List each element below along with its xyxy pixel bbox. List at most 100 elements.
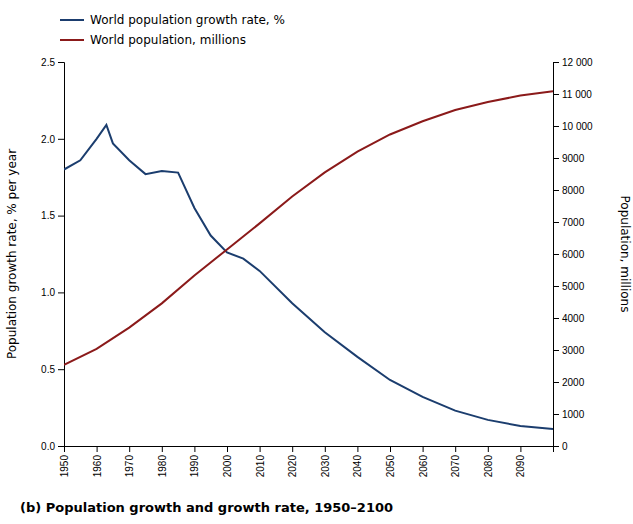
tick-label: 10 000 (562, 121, 593, 132)
tick-mark (553, 446, 559, 447)
tick-mark (488, 446, 489, 452)
series-line (64, 125, 553, 429)
tick-label: 1960 (92, 455, 103, 478)
tick: 0.0 (41, 441, 64, 452)
tick: 2.0 (41, 134, 64, 145)
tick: 5000 (553, 281, 585, 292)
tick-mark (227, 446, 228, 452)
tick-label: 0.5 (41, 364, 55, 375)
tick-label: 4000 (562, 313, 585, 324)
tick-mark (58, 369, 64, 370)
tick: 1.5 (41, 210, 64, 221)
y-axis-title: Population growth rate, % per year (5, 149, 19, 359)
axis-line (58, 63, 65, 447)
tick-mark (357, 446, 358, 452)
tick-label: 0.0 (41, 441, 55, 452)
tick-label: 2070 (450, 455, 461, 478)
tick-label: 2.0 (41, 134, 55, 145)
tick-label: 1980 (157, 455, 168, 478)
tick: 2010 (255, 446, 266, 477)
tick-label: 2090 (515, 455, 526, 478)
tick-label: 12 000 (562, 57, 593, 68)
tick-label: 2000 (562, 377, 585, 388)
tick: 2000 (553, 377, 585, 388)
tick-label: 1.5 (41, 210, 55, 221)
tick-label: 2020 (287, 455, 298, 478)
tick-mark (292, 446, 293, 452)
tick-label: 2010 (255, 455, 266, 478)
axis-line (554, 63, 560, 447)
tick: 2.5 (41, 57, 64, 68)
tick-label: 3000 (562, 345, 585, 356)
tick: 2050 (385, 446, 396, 477)
tick: 2060 (418, 446, 429, 477)
tick: 0 (553, 441, 568, 452)
tick-label: 1.0 (41, 287, 55, 298)
tick-mark (553, 158, 559, 159)
tick: 0.5 (41, 364, 64, 375)
tick-label: 7000 (562, 217, 585, 228)
tick-mark (553, 62, 559, 63)
tick-label: 1950 (59, 455, 70, 478)
tick-mark (553, 414, 559, 415)
tick-mark (553, 94, 559, 95)
tick: 2000 (222, 446, 233, 477)
tick: 2030 (320, 446, 331, 477)
y2-axis: 0 1000 2000 3000 4000 5000 6000 7000 8000 9000 10 … (553, 57, 593, 452)
tick: 10 000 (553, 121, 593, 132)
title: (b) Population growth and growth rate, 1… (20, 500, 393, 515)
tick-label: 2030 (320, 455, 331, 478)
tick-label: 1000 (562, 409, 585, 420)
legend-swatch (60, 19, 84, 21)
tick-mark (58, 216, 64, 217)
tick-label: 2060 (418, 455, 429, 478)
tick-mark (58, 62, 64, 63)
tick-mark (455, 446, 456, 452)
tick-mark (260, 446, 261, 452)
tick-mark (553, 350, 559, 351)
legend-label: World population, millions (90, 33, 246, 47)
tick: 2070 (450, 446, 461, 477)
tick-label: 0 (562, 441, 568, 452)
tick-label: 2080 (483, 455, 494, 478)
tick: 4000 (553, 313, 585, 324)
tick-mark (194, 446, 195, 452)
tick-mark (553, 318, 559, 319)
axis-line (65, 447, 554, 453)
tick-mark (423, 446, 424, 452)
tick: 1970 (124, 446, 135, 477)
tick: 1000 (553, 409, 585, 420)
chart: 1950 1960 1970 1980 1990 2000 2010 2020 2030 2040… (0, 0, 633, 524)
tick-mark (58, 292, 64, 293)
tick-mark (162, 446, 163, 452)
legend-swatch (60, 39, 84, 41)
tick-label: 9000 (562, 153, 585, 164)
tick-label: 6000 (562, 249, 585, 260)
tick-mark (553, 126, 559, 127)
tick-mark (553, 254, 559, 255)
tick-label: 8000 (562, 185, 585, 196)
tick-label: 1970 (124, 455, 135, 478)
tick-label: 11 000 (562, 89, 592, 100)
tick-mark (553, 190, 559, 191)
tick: 2020 (287, 446, 298, 477)
tick-mark (129, 446, 130, 452)
tick: 2080 (483, 446, 494, 477)
tick: 8000 (553, 185, 585, 196)
series-line (64, 91, 553, 365)
legend-label: World population growth rate, % (90, 13, 285, 27)
tick: 1980 (157, 446, 168, 477)
tick-mark (520, 446, 521, 452)
tick: 11 000 (553, 89, 592, 100)
tick-mark (553, 222, 559, 223)
tick: 1990 (189, 446, 200, 477)
tick: 6000 (553, 249, 585, 260)
tick-label: 2040 (352, 455, 363, 478)
tick-mark (553, 286, 559, 287)
tick-mark (58, 139, 64, 140)
tick-mark (97, 446, 98, 452)
tick: 7000 (553, 217, 585, 228)
tick: 2040 (352, 446, 363, 477)
lines (64, 91, 553, 429)
tick-mark (325, 446, 326, 452)
